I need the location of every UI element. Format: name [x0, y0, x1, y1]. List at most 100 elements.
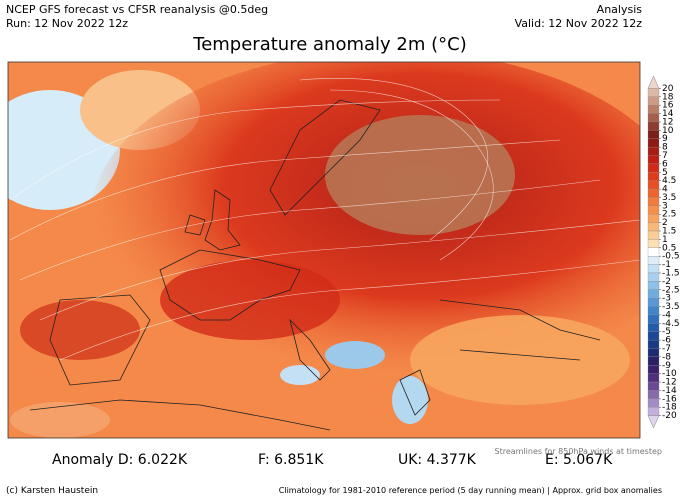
colorbar-swatch [647, 163, 660, 173]
colorbar-label: 2.5 [662, 210, 676, 220]
cold-greece [392, 376, 428, 424]
colorbar-label: 6 [662, 159, 668, 169]
colorbar-label: 12 [662, 117, 673, 127]
colorbar-label: 4 [662, 185, 668, 195]
cold-italy [280, 365, 320, 385]
africa-coast [10, 402, 110, 438]
colorbar-label: 10 [662, 126, 674, 136]
colorbar-label: 3 [662, 201, 668, 211]
colorbar-label: -2 [662, 277, 671, 287]
colorbar-swatch [647, 121, 660, 131]
colorbar-swatch [647, 96, 660, 106]
title: Temperature anomaly 2m (°C) [193, 34, 467, 55]
colorbar-label: -0.5 [662, 252, 680, 262]
run: Run: 12 Nov 2022 12z [6, 17, 129, 30]
cold-balkans [325, 341, 385, 369]
colorbar-swatch [647, 323, 660, 332]
colorbar-cap [647, 415, 660, 429]
warm-central [160, 260, 340, 340]
colorbar-label: -10 [662, 369, 677, 379]
colorbar-label: -1.5 [662, 268, 680, 278]
colorbar-label: -12 [662, 378, 677, 388]
colorbar-swatch [647, 348, 660, 358]
colorbar-label: -1 [662, 260, 671, 270]
colorbar-label: -18 [662, 403, 677, 413]
colorbar-swatch [647, 398, 660, 408]
colorbar-label: -4.5 [662, 319, 680, 329]
note: Streamlines for 850hPa winds at timestep [494, 447, 662, 456]
credit: (c) Karsten Haustein [6, 486, 99, 496]
colorbar-swatch [647, 407, 660, 416]
colorbar-swatch [647, 146, 660, 156]
colorbar-swatch [647, 222, 660, 232]
colorbar-swatch [647, 339, 660, 349]
colorbar-swatch [647, 197, 660, 207]
colorbar-label: 8 [662, 143, 668, 153]
colorbar-swatch [647, 205, 660, 215]
coastlines [29, 99, 601, 431]
colorbar-swatch [647, 264, 660, 274]
colorbar-swatch [647, 297, 660, 307]
colorbar-swatch [647, 281, 660, 290]
colorbar-label: 3.5 [662, 193, 676, 203]
colorbar-swatch [647, 356, 660, 366]
colorbar-label: 9 [662, 134, 668, 144]
colorbar-swatch [647, 113, 660, 123]
colorbar-swatch [647, 130, 660, 139]
streamlines [9, 78, 640, 361]
stat-uk: UK: 4.377K [398, 452, 476, 468]
colorbar-swatch [647, 314, 660, 324]
colorbar-label: -8 [662, 352, 671, 362]
colorbar-swatch [647, 214, 660, 223]
warm-iberia [20, 300, 140, 360]
colorbar-swatch [647, 172, 660, 181]
colorbar-label: -2.5 [662, 285, 680, 295]
colorbar-cap [647, 75, 660, 89]
colorbar-label: 18 [662, 92, 674, 102]
colorbar-label: -6 [662, 336, 671, 346]
colorbar-swatch [647, 331, 660, 341]
stat-f: F: 6.851K [258, 452, 324, 468]
colorbar-label: 20 [662, 84, 674, 94]
colorbar-swatch [647, 138, 660, 148]
colorbar-swatch [647, 390, 660, 399]
colorbar-label: -3.5 [662, 302, 680, 312]
colorbar-swatch [647, 155, 660, 165]
colorbar-label: 7 [662, 151, 668, 161]
colorbar-swatch [647, 88, 660, 97]
colorbar-swatch [647, 239, 660, 248]
colorbar-label: 1 [662, 235, 668, 245]
colorbar-label: 5 [662, 168, 668, 178]
warm-core [325, 115, 515, 235]
colorbar-label: -14 [662, 386, 677, 396]
colorbar-label: -7 [662, 344, 671, 354]
colorbar-label: -16 [662, 394, 677, 404]
colorbar-swatch [647, 306, 660, 316]
colorbar-label: 4.5 [662, 176, 676, 186]
colorbar-label: -3 [662, 294, 671, 304]
source: NCEP GFS forecast vs CFSR reanalysis @0.… [6, 3, 269, 16]
colorbar-swatch [647, 381, 660, 391]
colorbar-swatch [647, 180, 660, 190]
colorbar-label: 14 [662, 109, 674, 119]
colorbar-swatch [647, 230, 660, 240]
colorbar-swatch [647, 289, 660, 299]
colorbar-label: 1.5 [662, 227, 676, 237]
climatology: Climatology for 1981-2010 reference peri… [278, 486, 662, 495]
colorbar-swatch [647, 105, 660, 114]
colorbar-swatch [647, 365, 660, 374]
colorbar-label: -9 [662, 361, 671, 371]
colorbar-swatch [647, 256, 660, 265]
stat-e: E: 5.067K [545, 452, 613, 468]
colorbar-label: 16 [662, 101, 674, 111]
map-frame [7, 61, 641, 439]
colorbar-swatch [647, 247, 660, 257]
colorbar-label: -4 [662, 310, 671, 320]
colorbar: 201816141210987654.543.532.521.510.5-0.5… [647, 75, 680, 429]
map [8, 62, 640, 438]
colorbar-swatch [647, 188, 660, 198]
colorbar-label: 0.5 [662, 243, 676, 253]
valid: Valid: 12 Nov 2022 12z [514, 17, 642, 30]
